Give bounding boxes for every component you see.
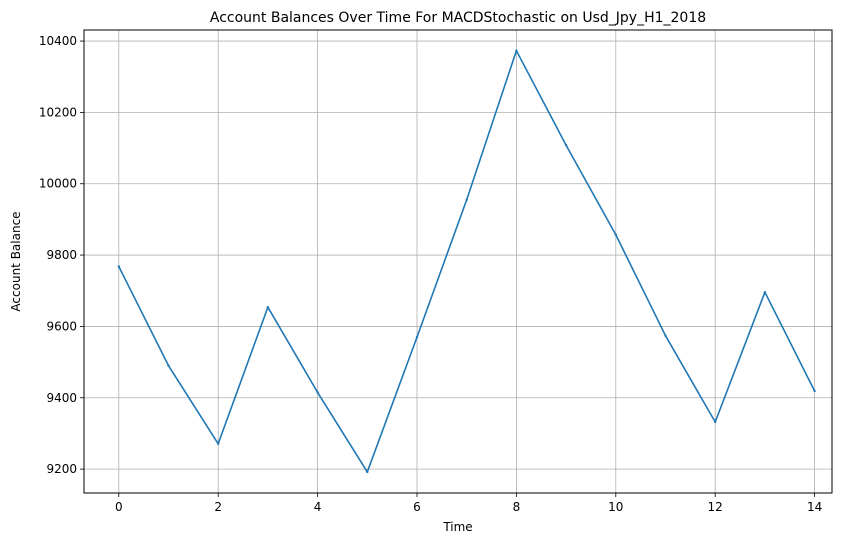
y-tick-label: 10200	[39, 105, 77, 119]
data-point	[366, 470, 369, 474]
data-point	[117, 265, 120, 268]
data-point	[415, 335, 419, 339]
plot-frame	[83, 29, 833, 494]
data-point	[167, 364, 170, 367]
x-tick-label: 2	[214, 500, 222, 514]
y-tick-label: 10000	[39, 177, 77, 191]
series-line	[118, 49, 816, 473]
data-point	[714, 420, 717, 424]
x-tick-label: 6	[413, 500, 421, 514]
data-point	[316, 391, 319, 394]
x-tick-label: 12	[708, 500, 723, 514]
data-point	[614, 233, 618, 236]
data-point	[465, 198, 468, 201]
y-axis-label: Account Balance	[9, 211, 23, 311]
x-tick-label: 0	[115, 500, 123, 514]
y-tick-label: 9200	[46, 462, 77, 476]
chart-title: Account Balances Over Time For MACDStoch…	[210, 10, 706, 26]
y-tick-label: 9800	[46, 248, 77, 262]
x-tick-label: 10	[608, 500, 623, 514]
data-point	[813, 389, 816, 393]
data-point	[266, 305, 270, 309]
y-axis-ticks: 9200 9400 9600 9800 10000 10200 10400	[39, 34, 84, 476]
x-tick-label: 8	[513, 500, 521, 514]
data-point	[763, 290, 767, 294]
data-point	[216, 442, 220, 445]
grid-lines	[84, 30, 832, 493]
y-tick-label: 9600	[46, 319, 77, 333]
x-axis-label: Time	[442, 520, 472, 534]
y-tick-label: 10400	[39, 34, 77, 48]
y-tick-label: 9400	[46, 391, 77, 405]
x-tick-label: 4	[314, 500, 322, 514]
x-axis-ticks: 0 2 4 6 8 10 12 14	[115, 493, 822, 514]
data-point	[564, 144, 568, 147]
x-tick-label: 14	[807, 500, 822, 514]
data-point	[664, 334, 667, 337]
data-point	[515, 49, 518, 52]
series-layer	[117, 49, 816, 474]
